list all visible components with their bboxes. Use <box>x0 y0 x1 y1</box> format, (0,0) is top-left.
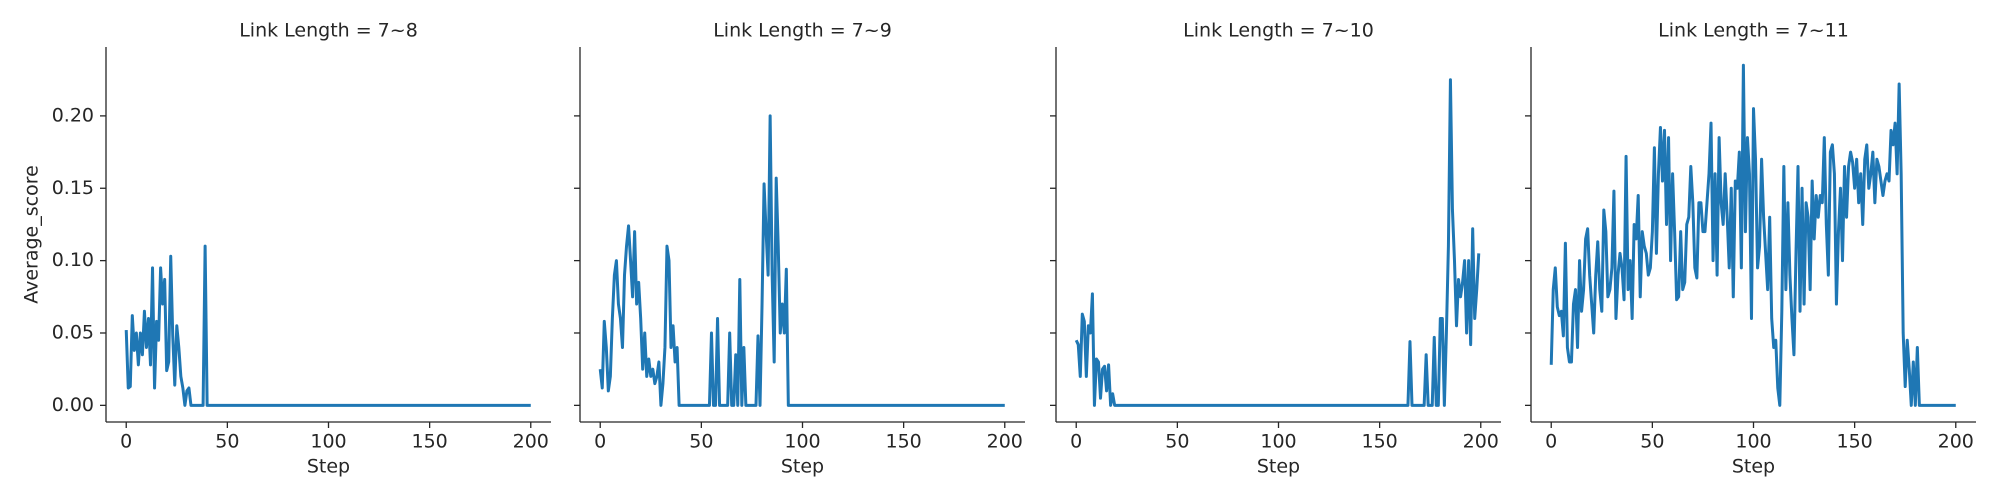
x-tick-label: 100 <box>1735 431 1771 453</box>
x-tick-label: 100 <box>1260 431 1296 453</box>
x-tick-label: 50 <box>1640 431 1664 453</box>
y-tick-label: 0.05 <box>52 321 94 343</box>
y-tick-label: 0.20 <box>52 104 94 126</box>
x-tick-label: 50 <box>1165 431 1189 453</box>
data-line <box>1549 63 1956 407</box>
x-axis-label: Step <box>1732 456 1775 478</box>
x-tick-label: 150 <box>412 431 448 453</box>
data-line <box>1074 78 1481 407</box>
y-tick-label: 0.00 <box>52 394 94 416</box>
x-tick-label: 150 <box>1837 431 1873 453</box>
y-tick-label: 0.15 <box>52 177 94 199</box>
x-tick-label: 50 <box>689 431 713 453</box>
x-tick-label: 0 <box>1545 431 1557 453</box>
x-tick-label: 50 <box>215 431 239 453</box>
x-tick-label: 200 <box>1463 431 1499 453</box>
x-tick-label: 100 <box>784 431 820 453</box>
x-tick-label: 0 <box>120 431 132 453</box>
data-line <box>598 114 1005 407</box>
y-tick-label: 0.10 <box>52 249 94 271</box>
x-tick-label: 150 <box>1362 431 1398 453</box>
x-axis-label: Step <box>781 456 824 478</box>
data-line <box>124 244 531 407</box>
x-tick-label: 0 <box>1070 431 1082 453</box>
x-tick-label: 200 <box>1938 431 1974 453</box>
x-tick-label: 150 <box>886 431 922 453</box>
x-tick-label: 100 <box>310 431 346 453</box>
panel-title: Link Length = 7~11 <box>1658 20 1849 42</box>
x-tick-label: 200 <box>513 431 549 453</box>
y-axis-label: Average_score <box>21 165 43 304</box>
x-axis-label: Step <box>1257 456 1300 478</box>
x-axis-label: Step <box>307 456 350 478</box>
panel-title: Link Length = 7~8 <box>239 20 418 42</box>
panel-title: Link Length = 7~10 <box>1183 20 1374 42</box>
x-tick-label: 200 <box>987 431 1023 453</box>
x-tick-label: 0 <box>594 431 606 453</box>
panel-title: Link Length = 7~9 <box>713 20 892 42</box>
